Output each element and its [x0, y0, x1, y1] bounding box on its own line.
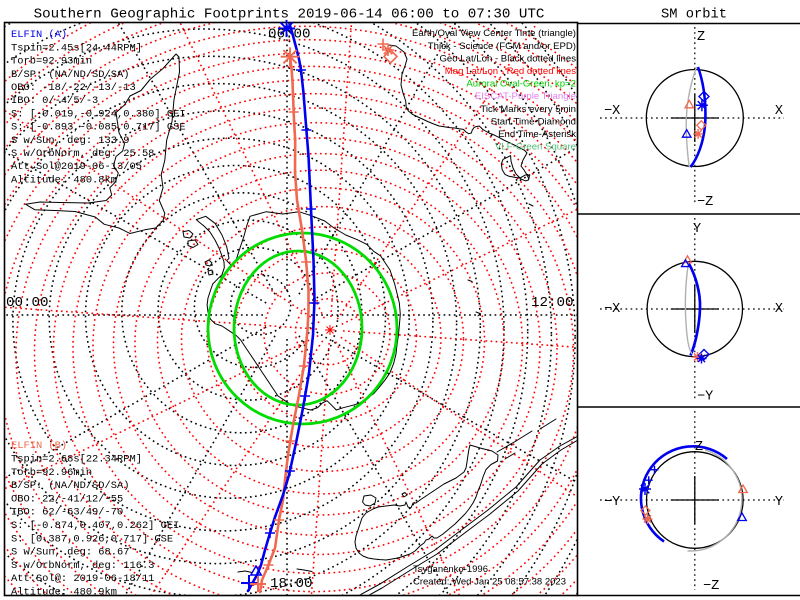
svg-text:Z: Z: [697, 30, 705, 45]
svg-text:IBO: 62/-63/49/-70: IBO: 62/-63/49/-70: [11, 507, 123, 519]
svg-text:ELFIN (A): ELFIN (A): [11, 29, 67, 41]
svg-text:S w/OrbNorm, deg: 25.58: S w/OrbNorm, deg: 25.58: [11, 148, 154, 160]
svg-text:S: [-0.893,-0.085,0.717] GSE: S: [-0.893,-0.085,0.717] GSE: [11, 122, 186, 134]
svg-text:Earth/Oval View Center Time (t: Earth/Oval View Center Time (triangle): [412, 28, 576, 39]
svg-text:S w/Sun, deg: 68.67: S w/Sun, deg: 68.67: [11, 547, 129, 559]
svg-text:SM orbit: SM orbit: [661, 7, 727, 23]
svg-text:VLF-Green Square: VLF-Green Square: [495, 142, 576, 153]
svg-text:18:00: 18:00: [270, 576, 313, 592]
svg-text:06:00: 06:00: [268, 27, 311, 43]
svg-text:Torb=92.96min: Torb=92.96min: [11, 467, 92, 479]
svg-text:Torb=92.93min: Torb=92.93min: [11, 56, 92, 68]
svg-text:−X: −X: [604, 104, 620, 119]
svg-text:Att.Sol@: 2019-06-18/11: Att.Sol@: 2019-06-18/11: [11, 573, 154, 585]
svg-text:IBO: 0/-4/5/-3: IBO: 0/-4/5/-3: [11, 95, 98, 107]
svg-text:−X: −X: [604, 302, 620, 317]
svg-text:EISCAT-Purple Triangle: EISCAT-Purple Triangle: [475, 91, 576, 102]
svg-text:S: [-0.874,0.407,0.262] GEI: S: [-0.874,0.407,0.262] GEI: [11, 520, 179, 532]
svg-text:OBO: -18/-22/-13/-13: OBO: -18/-22/-13/-13: [11, 82, 136, 94]
svg-text:Geo Lat/Lon - Black dotted lin: Geo Lat/Lon - Black dotted lines: [439, 53, 576, 64]
svg-text:00:00: 00:00: [6, 295, 49, 311]
svg-text:Southern Geographic Footprints: Southern Geographic Footprints 2019-06-1…: [34, 7, 545, 23]
svg-text:Tspin=2.45s[24.44RPM]: Tspin=2.45s[24.44RPM]: [11, 42, 142, 54]
svg-text:Y: Y: [693, 222, 701, 237]
svg-text:Thick - Science (FGM and/or EP: Thick - Science (FGM and/or EPD): [428, 41, 576, 52]
svg-text:Altitude: 480.9km: Altitude: 480.9km: [11, 587, 117, 599]
svg-text:Mag Lat/Lon - Red dotted lines: Mag Lat/Lon - Red dotted lines: [445, 66, 576, 77]
svg-text:Created: Wed Jan 25 08:57:38 2: Created: Wed Jan 25 08:57:38 2023: [413, 577, 566, 588]
svg-text:OBO: 22/-41/12/-55: OBO: 22/-41/12/-55: [11, 493, 123, 505]
svg-text:−Y: −Y: [697, 390, 713, 405]
svg-text:Tsyganenko-1996: Tsyganenko-1996: [413, 564, 488, 575]
svg-text:Y: Y: [775, 495, 783, 510]
svg-text:S: [-0.019,-0.924,0.380] GEI: S: [-0.019,-0.924,0.380] GEI: [11, 108, 186, 120]
svg-text:Start Time-Diamond: Start Time-Diamond: [491, 116, 576, 127]
svg-text:Tspin=2.68s[22.34RPM]: Tspin=2.68s[22.34RPM]: [11, 454, 142, 466]
svg-text:Z: Z: [695, 440, 703, 455]
svg-text:12:00: 12:00: [531, 295, 574, 311]
svg-text:−Y: −Y: [604, 495, 620, 510]
svg-text:End Time-Asterisk: End Time-Asterisk: [498, 129, 576, 140]
svg-text:B/SP: (NA/ND/SD/SA): B/SP: (NA/ND/SD/SA): [11, 480, 129, 492]
svg-text:−Z: −Z: [697, 195, 713, 210]
svg-text:Att.Sol@2019-06-13/05: Att.Sol@2019-06-13/05: [11, 161, 142, 173]
svg-text:Altitude: 480.8km: Altitude: 480.8km: [11, 174, 117, 186]
svg-text:Tick Marks every 5min: Tick Marks every 5min: [480, 104, 576, 115]
svg-text:S: [0.387,0.926,0.717] GSE: S: [0.387,0.926,0.717] GSE: [11, 533, 173, 545]
svg-text:S w/OrbNorm, deg: 116.3: S w/OrbNorm, deg: 116.3: [11, 560, 154, 572]
svg-text:−Z: −Z: [703, 579, 719, 594]
svg-text:S w/Sun, deg: 133.9: S w/Sun, deg: 133.9: [11, 135, 129, 147]
svg-text:X: X: [775, 104, 783, 119]
svg-text:Auroral Oval-Green, kp=2: Auroral Oval-Green, kp=2: [466, 79, 576, 90]
svg-text:ELFIN (B): ELFIN (B): [11, 440, 67, 452]
svg-text:B/SP: (NA/ND/SD/SA): B/SP: (NA/ND/SD/SA): [11, 69, 129, 81]
svg-text:X: X: [775, 302, 783, 317]
